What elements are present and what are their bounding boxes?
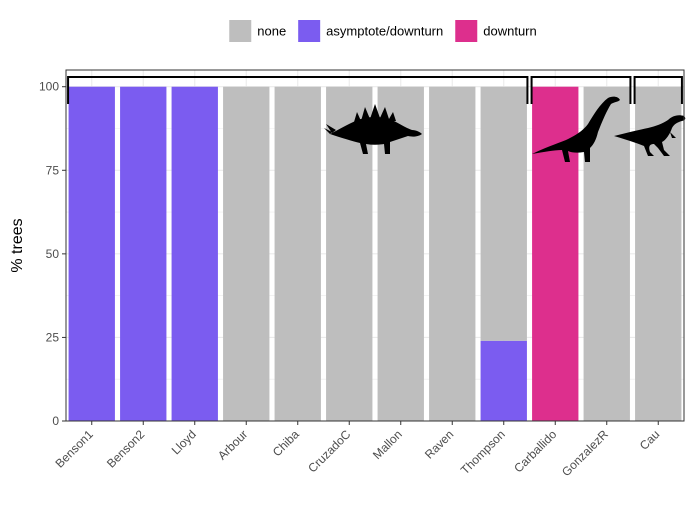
x-tick-label: GonzalezR: [559, 427, 611, 479]
legend-swatch: [455, 20, 478, 42]
x-tick-label: Thompson: [458, 427, 508, 477]
bar: [68, 86, 115, 421]
y-tick-label: 25: [46, 330, 60, 344]
bar: [429, 86, 476, 421]
legend-label: asymptote/downturn: [326, 24, 443, 39]
x-tick-label: Benson1: [52, 427, 96, 471]
legend-label: none: [257, 24, 286, 39]
bar: [480, 86, 527, 341]
y-axis: 0 25 50 75 100: [39, 80, 66, 428]
x-tick-label: Chiba: [270, 427, 302, 459]
y-tick-label: 0: [52, 414, 59, 428]
plot-panel: [65, 69, 686, 422]
bar: [274, 86, 321, 421]
y-axis-title: % trees: [9, 218, 26, 272]
bar: [480, 340, 527, 421]
sauropodomorph-icon: [532, 96, 620, 162]
y-tick-label: 50: [46, 247, 60, 261]
legend-swatch: [229, 20, 252, 42]
theropod-icon: [614, 115, 686, 156]
x-tick-label: CruzadoC: [305, 427, 353, 475]
group-brackets: [67, 76, 683, 104]
bar: [171, 86, 218, 421]
bar: [223, 86, 270, 421]
x-tick-label: Mallon: [370, 427, 405, 462]
y-tick-label: 75: [46, 163, 60, 177]
x-tick-label: Cau: [637, 427, 662, 452]
ornithischian-icon: [324, 104, 422, 154]
bar: [532, 86, 579, 421]
x-tick-label: Benson2: [104, 427, 148, 471]
bar: [120, 86, 167, 421]
x-tick-label: Raven: [422, 427, 456, 461]
legend-label: downturn: [483, 24, 536, 39]
silhouettes: [324, 96, 686, 162]
x-axis: Benson1 Benson2 Lloyd Arbour Chiba CruzadoC Ma…: [52, 421, 662, 479]
group-bracket: [530, 76, 632, 104]
legend: none asymptote/downturn downturn: [229, 20, 537, 42]
x-tick-label: Carballido: [511, 427, 559, 475]
group-bracket: [67, 76, 529, 104]
group-bracket: [633, 76, 683, 104]
legend-swatch: [298, 20, 321, 42]
x-tick-label: Lloyd: [169, 427, 199, 457]
y-tick-label: 100: [39, 80, 59, 94]
x-tick-label: Arbour: [215, 427, 250, 462]
